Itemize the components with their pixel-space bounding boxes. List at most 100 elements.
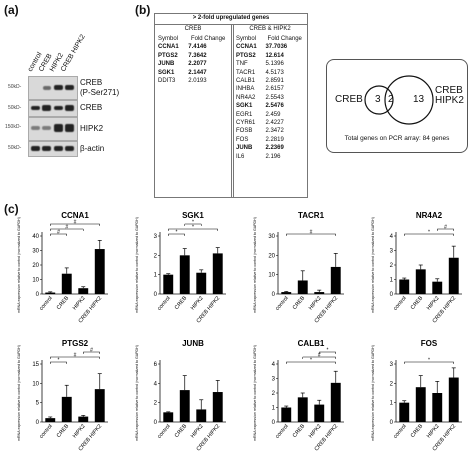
table-header: > 2-fold upregulated genes bbox=[192, 15, 270, 21]
panel-label-a: (a) bbox=[4, 3, 19, 17]
band bbox=[42, 105, 51, 111]
sig-marker: # bbox=[65, 225, 68, 231]
col-fold: Fold Change bbox=[190, 36, 226, 42]
blot-label: CREB bbox=[80, 78, 103, 87]
left-group-title: CREB bbox=[184, 26, 202, 32]
y-tick-label: 1 bbox=[154, 273, 158, 279]
gene-symbol: JUNB bbox=[158, 61, 175, 68]
x-tick-label: control bbox=[393, 423, 408, 440]
blot-row-hipk2 bbox=[28, 117, 78, 141]
y-tick-label: 2 bbox=[154, 253, 158, 259]
y-tick-label: 0 bbox=[272, 420, 276, 426]
blot-sublabel: (P-Ser271) bbox=[80, 88, 120, 97]
y-tick-label: 4 bbox=[390, 234, 394, 240]
x-tick-label: control bbox=[275, 295, 290, 312]
band bbox=[54, 124, 63, 132]
y-tick-label: 3 bbox=[390, 249, 394, 255]
x-tick-label: CREB bbox=[292, 295, 307, 311]
bar bbox=[179, 255, 190, 294]
band bbox=[42, 126, 51, 130]
gene-fold: 4.5173 bbox=[265, 69, 284, 76]
gene-fold: 5.1396 bbox=[265, 61, 284, 68]
gene-symbol: EGR1 bbox=[236, 111, 253, 118]
venn-left-label: CREB bbox=[335, 94, 363, 105]
bar bbox=[163, 412, 174, 422]
x-tick-label: HIPK2 bbox=[190, 295, 205, 311]
x-tick-label: control bbox=[157, 295, 172, 312]
x-tick-label: HIPK2 bbox=[72, 295, 87, 311]
kda-marker: 50kD- bbox=[8, 84, 22, 90]
x-tick-label: control bbox=[275, 423, 290, 440]
bar bbox=[212, 253, 223, 294]
y-tick-label: 3 bbox=[154, 234, 158, 240]
chart-title: JUNB bbox=[182, 339, 204, 348]
blot-label: β-actin bbox=[80, 144, 105, 153]
y-tick-label: 5 bbox=[36, 401, 40, 407]
bar bbox=[94, 249, 105, 294]
gene-symbol: SGK1 bbox=[158, 69, 175, 76]
y-tick-label: 0 bbox=[272, 292, 276, 298]
y-tick-label: 4 bbox=[272, 362, 276, 368]
right-gene-table: Symbol Fold Change CCNA1 37.7036 PTGS2 12.6… bbox=[233, 35, 307, 161]
panel-label-c: (c) bbox=[4, 202, 19, 216]
x-tick-label: HIPK2 bbox=[426, 423, 441, 439]
blot-row-pcreb bbox=[28, 76, 78, 100]
gene-fold: 2.1447 bbox=[188, 69, 207, 76]
bar bbox=[45, 418, 56, 422]
gene-fold: 7.4146 bbox=[188, 44, 207, 51]
band bbox=[43, 86, 51, 90]
sig-marker: # bbox=[444, 225, 447, 231]
kda-marker: 50kD- bbox=[8, 145, 22, 151]
bar bbox=[399, 279, 410, 294]
band bbox=[54, 106, 63, 110]
y-tick-label: 0 bbox=[390, 292, 394, 298]
gene-fold: 2.2369 bbox=[265, 145, 284, 152]
x-tick-label: CREB bbox=[174, 423, 189, 439]
y-tick-label: 0 bbox=[390, 420, 394, 426]
gene-symbol: NR4A2 bbox=[236, 94, 256, 101]
band bbox=[65, 85, 74, 90]
bar bbox=[281, 407, 292, 422]
gene-symbol: TNF bbox=[236, 61, 248, 68]
chart-title: TACR1 bbox=[298, 211, 325, 220]
chart-title: CCNA1 bbox=[61, 211, 89, 220]
sig-marker: # bbox=[318, 353, 321, 359]
chart-title: NR4A2 bbox=[416, 211, 443, 220]
gene-fold: 2.459 bbox=[265, 111, 281, 118]
bar bbox=[78, 288, 89, 294]
bar bbox=[212, 392, 223, 422]
y-tick-label: 6 bbox=[154, 362, 158, 368]
blot-row-creb bbox=[28, 100, 78, 117]
y-axis-label: mRNA expression relative to control (nor… bbox=[135, 345, 139, 441]
gene-symbol: DDIT3 bbox=[158, 78, 176, 85]
bar bbox=[45, 292, 56, 294]
gene-fold: 2.5543 bbox=[265, 94, 284, 101]
x-tick-label: CREB bbox=[174, 295, 189, 311]
sig-marker: * bbox=[176, 230, 178, 236]
gene-symbol: CCNA1 bbox=[158, 44, 179, 51]
chart-title: FOS bbox=[421, 339, 438, 348]
gene-symbol: INHBA bbox=[236, 86, 255, 93]
gene-fold: 2.0193 bbox=[188, 78, 207, 85]
y-tick-label: 15 bbox=[32, 362, 39, 368]
y-tick-label: 2 bbox=[390, 263, 394, 269]
gene-fold: 2.196 bbox=[265, 153, 281, 160]
gene-symbol: FOSB bbox=[236, 128, 253, 135]
bar bbox=[281, 292, 292, 294]
bar bbox=[179, 390, 190, 422]
x-tick-label: CREB bbox=[410, 295, 425, 311]
bar bbox=[196, 409, 207, 422]
band bbox=[54, 146, 63, 151]
gene-table: > 2-fold upregulated genes CREB CREB & H… bbox=[154, 13, 308, 198]
sig-marker: * bbox=[58, 358, 60, 364]
x-tick-label: CREB bbox=[292, 423, 307, 439]
x-tick-label: HIPK2 bbox=[190, 423, 205, 439]
y-axis-label: mRNA expression relative to control (nor… bbox=[371, 345, 375, 441]
venn-diagram: CREB 3 2 13 CREB HIPK2 Total genes on PC… bbox=[326, 59, 468, 153]
y-tick-label: 1 bbox=[272, 406, 276, 412]
sig-marker: * bbox=[428, 230, 430, 236]
x-tick-label: control bbox=[39, 423, 54, 440]
bar bbox=[432, 281, 443, 294]
y-tick-label: 20 bbox=[268, 253, 275, 259]
bar bbox=[94, 389, 105, 422]
